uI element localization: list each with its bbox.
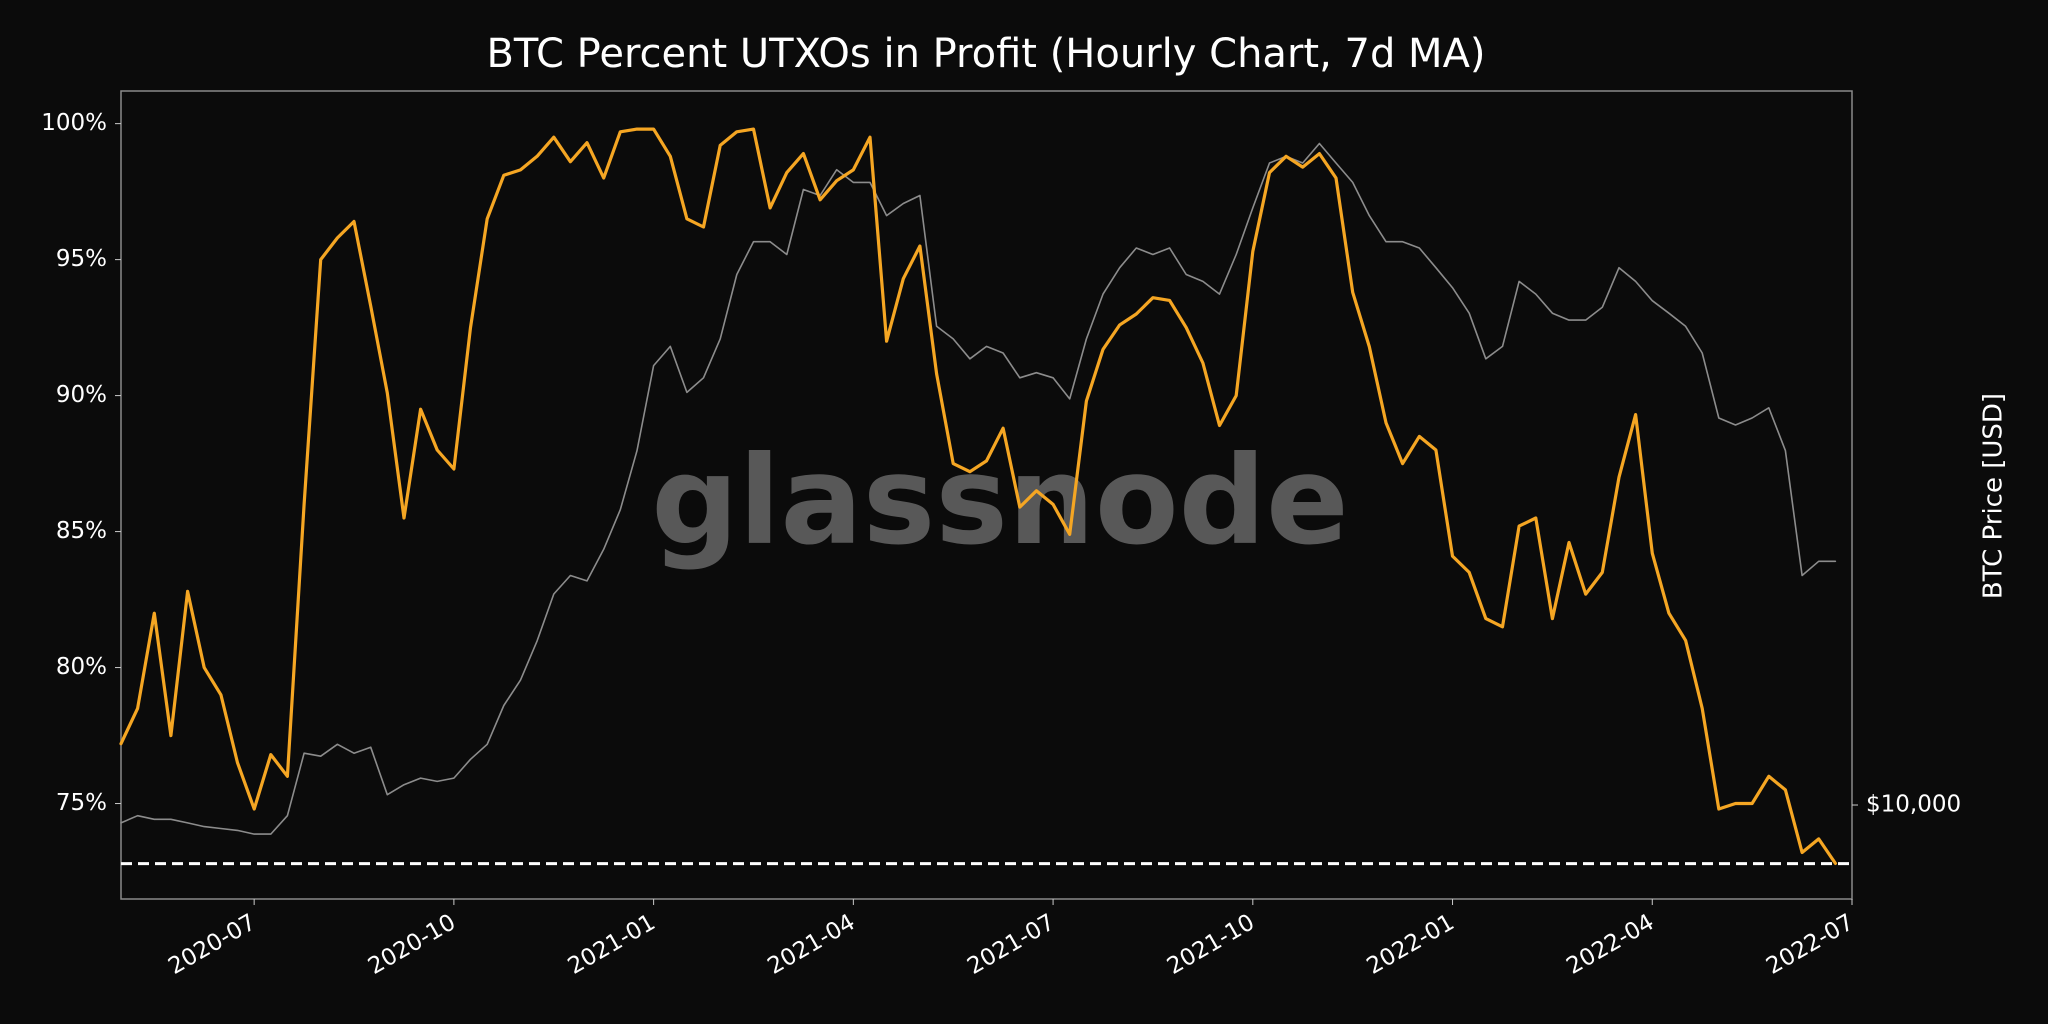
chart-title: BTC Percent UTXOs in Profit (Hourly Char… <box>486 31 1485 77</box>
y2-tick-label: $10,000 <box>1866 792 1961 818</box>
plot-frame <box>120 90 1853 900</box>
watermark: glassnode <box>651 430 1348 572</box>
y-tick-label: 90% <box>56 382 107 408</box>
price-line <box>120 142 1837 835</box>
y-tick-label: 80% <box>56 654 107 680</box>
y2-axis-label: BTC Price [USD] <box>1979 393 2009 599</box>
y-tick-label: 100% <box>41 110 107 136</box>
y-tick-label: 85% <box>56 518 107 544</box>
profit-line <box>119 127 1837 865</box>
y-tick-label: 95% <box>56 246 107 272</box>
y-tick-label: 75% <box>56 790 107 816</box>
